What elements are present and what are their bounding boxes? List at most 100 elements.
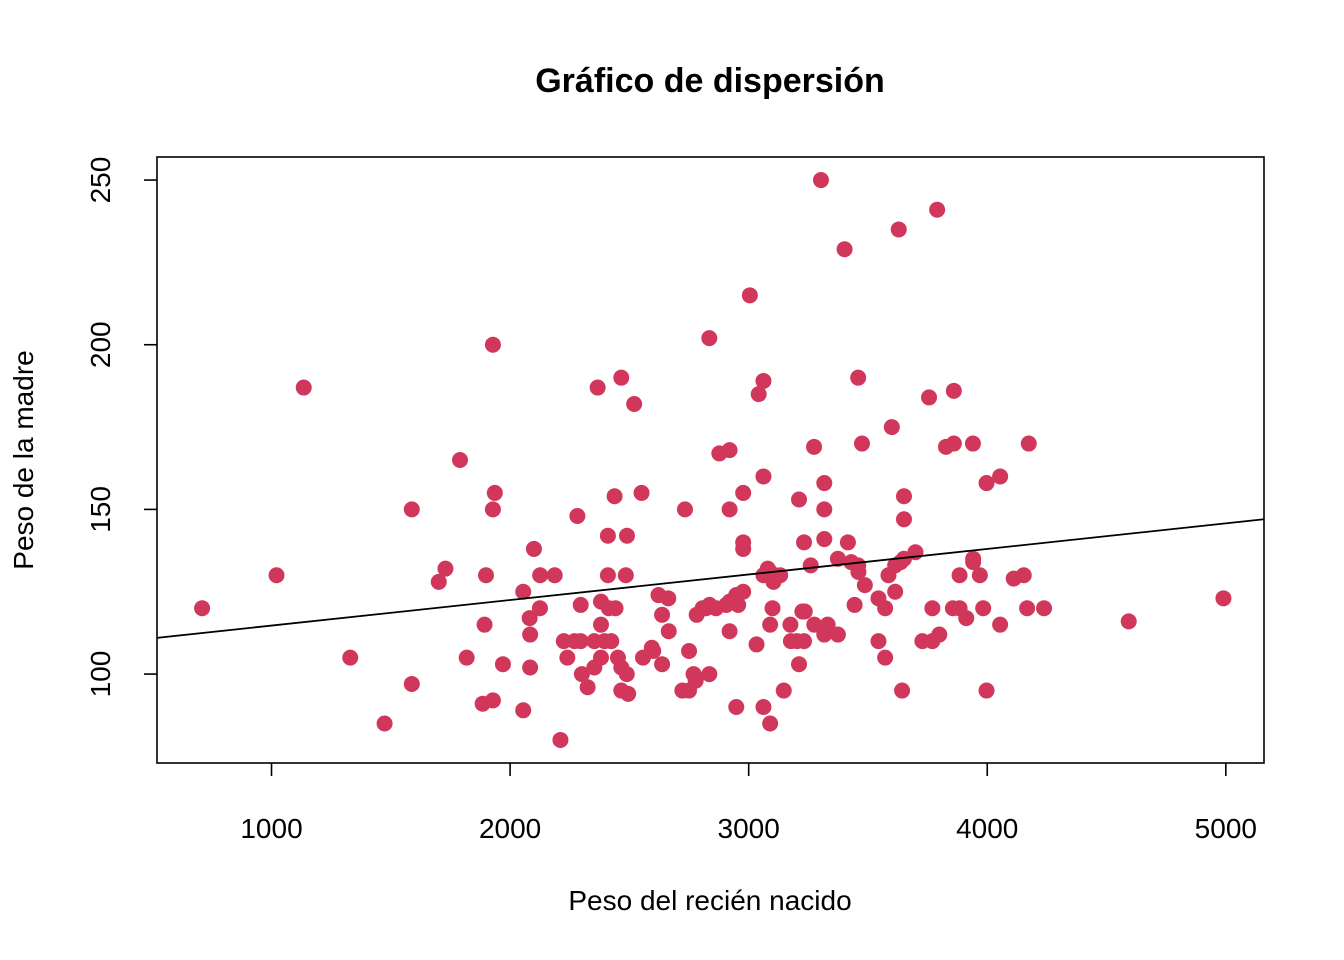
data-point	[992, 616, 1009, 633]
data-point	[755, 372, 772, 389]
data-point	[531, 600, 548, 617]
data-point	[791, 491, 808, 508]
data-point	[978, 682, 995, 699]
data-point	[812, 172, 829, 189]
chart-title: Gráfico de dispersión	[535, 62, 885, 100]
regression-line	[156, 518, 1265, 639]
data-point	[618, 666, 635, 683]
data-point	[654, 656, 671, 673]
data-point	[515, 583, 532, 600]
data-point	[750, 386, 767, 403]
data-point	[559, 649, 576, 666]
data-point	[802, 557, 819, 574]
data-point	[613, 369, 630, 386]
data-point	[829, 550, 846, 567]
data-point	[975, 600, 992, 617]
data-point	[676, 501, 693, 518]
data-point	[1020, 435, 1037, 452]
data-point	[477, 567, 494, 584]
data-point	[626, 396, 643, 413]
data-point	[376, 715, 393, 732]
y-tick-label: 150	[85, 486, 116, 533]
x-tick-label: 1000	[240, 813, 302, 844]
data-point	[755, 468, 772, 485]
data-point	[620, 685, 637, 702]
data-point	[295, 379, 312, 396]
data-point	[951, 567, 968, 584]
data-point	[484, 501, 501, 518]
data-point	[1015, 567, 1032, 584]
data-point	[971, 567, 988, 584]
data-point	[552, 731, 569, 748]
data-point	[992, 468, 1009, 485]
data-point	[819, 616, 836, 633]
data-point	[701, 666, 718, 683]
data-point	[437, 560, 454, 577]
data-point	[451, 452, 468, 468]
data-point	[430, 573, 447, 590]
data-point	[945, 435, 962, 452]
data-point	[846, 596, 863, 613]
data-point	[850, 563, 867, 580]
data-point	[268, 567, 285, 584]
data-point	[606, 488, 623, 505]
data-point	[1120, 613, 1137, 630]
data-point	[654, 606, 671, 623]
data-point	[894, 682, 911, 699]
data-point	[403, 501, 420, 518]
data-point	[895, 511, 912, 528]
data-point	[484, 692, 501, 709]
data-point	[660, 590, 677, 607]
data-point	[1036, 600, 1053, 617]
data-point	[816, 501, 833, 518]
data-point	[796, 603, 813, 620]
data-point	[735, 540, 752, 557]
data-point	[522, 659, 539, 676]
data-point	[850, 369, 867, 386]
data-point	[730, 596, 747, 613]
data-point	[782, 616, 799, 633]
data-point	[816, 531, 833, 548]
data-point	[762, 715, 779, 732]
y-tick-label: 250	[85, 157, 116, 204]
data-point	[403, 675, 420, 692]
data-point	[660, 623, 677, 640]
data-point	[735, 583, 752, 600]
data-point	[853, 435, 870, 452]
data-point	[870, 633, 887, 650]
data-point	[521, 610, 538, 627]
data-point	[721, 623, 738, 640]
data-point	[633, 484, 650, 501]
data-point	[721, 442, 738, 459]
x-tick-label: 4000	[956, 813, 1018, 844]
data-point	[856, 577, 873, 594]
data-point	[701, 330, 718, 347]
data-points	[194, 172, 1232, 748]
data-point	[1215, 590, 1232, 607]
data-point	[592, 616, 609, 633]
data-point	[929, 201, 946, 218]
data-point	[796, 633, 813, 650]
data-point	[945, 382, 962, 399]
data-point	[921, 389, 938, 406]
data-point	[522, 626, 539, 643]
data-point	[569, 507, 586, 524]
data-point	[806, 438, 823, 455]
data-point	[796, 534, 813, 551]
data-point	[965, 554, 982, 571]
plot-frame	[156, 156, 1265, 764]
data-point	[603, 633, 620, 650]
data-point	[887, 583, 904, 600]
data-point	[748, 636, 765, 653]
data-point	[599, 527, 616, 544]
data-point	[931, 626, 948, 643]
data-point	[895, 488, 912, 505]
data-point	[476, 616, 493, 633]
data-point	[546, 567, 563, 584]
data-point	[924, 600, 941, 617]
data-point	[681, 643, 698, 660]
data-point	[592, 649, 609, 666]
data-point	[728, 699, 745, 716]
data-point	[599, 567, 616, 584]
data-point	[877, 600, 894, 617]
